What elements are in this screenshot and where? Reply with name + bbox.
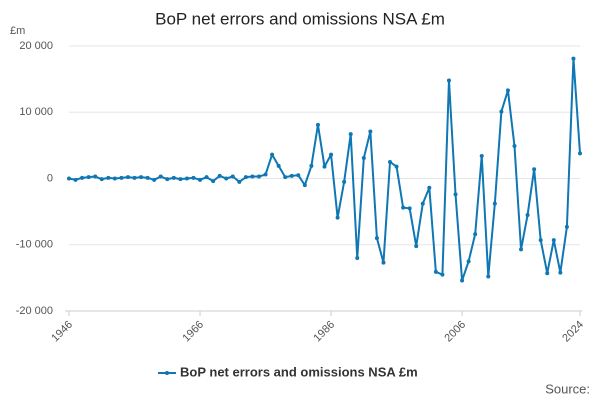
point — [171, 175, 176, 180]
chart-title: BoP net errors and omissions NSA £m — [155, 9, 445, 28]
point — [420, 201, 425, 206]
point — [315, 122, 320, 127]
x-tick-label: 1946 — [49, 319, 75, 345]
point — [184, 176, 189, 181]
point — [237, 179, 242, 184]
point — [211, 179, 216, 184]
point — [256, 174, 261, 179]
point — [374, 236, 379, 241]
line — [68, 57, 581, 282]
point — [80, 175, 85, 180]
point — [446, 78, 451, 83]
point — [67, 176, 71, 181]
x-tick-label: 1966 — [180, 319, 206, 345]
point — [263, 172, 268, 177]
point — [486, 274, 491, 279]
point — [198, 177, 203, 182]
point — [578, 151, 582, 156]
point — [466, 259, 471, 264]
point — [473, 232, 478, 237]
y-unit: £m — [10, 25, 25, 37]
point — [558, 270, 563, 275]
y-tick-label: -10 000 — [16, 239, 53, 251]
point — [86, 175, 91, 180]
point — [545, 271, 550, 276]
point — [283, 175, 288, 180]
point — [178, 177, 183, 182]
point — [217, 173, 222, 178]
point — [99, 177, 104, 182]
point — [492, 201, 497, 206]
point — [460, 278, 465, 283]
point — [525, 212, 530, 217]
point — [250, 174, 255, 179]
point — [165, 177, 170, 182]
point — [414, 244, 419, 249]
source: Source: — [545, 381, 590, 396]
point — [368, 129, 373, 134]
point — [335, 215, 340, 220]
point — [204, 175, 209, 180]
point — [433, 269, 438, 274]
point — [394, 164, 399, 169]
x-tick-label: 2024 — [560, 319, 586, 345]
point — [106, 175, 111, 180]
point — [224, 176, 229, 181]
point — [329, 152, 334, 157]
point — [453, 192, 458, 197]
point — [112, 176, 117, 181]
y-tick-label: -20 000 — [16, 305, 53, 317]
y-tick-label: 20 000 — [19, 40, 53, 52]
point — [132, 175, 137, 180]
point — [388, 159, 393, 164]
point — [322, 164, 327, 169]
point — [302, 183, 307, 188]
point — [512, 144, 517, 149]
point — [73, 177, 78, 182]
point — [479, 153, 484, 158]
point — [191, 175, 196, 180]
point — [145, 175, 150, 180]
point — [152, 177, 157, 182]
point — [276, 163, 281, 168]
point — [551, 238, 556, 243]
y-tick-label: 10 000 — [19, 106, 53, 118]
point — [407, 206, 412, 211]
point — [93, 174, 98, 179]
point — [158, 174, 163, 179]
point — [538, 238, 543, 243]
x-tick-label: 2006 — [442, 319, 468, 345]
point — [270, 152, 275, 157]
point — [499, 109, 504, 114]
point — [125, 175, 130, 180]
point — [564, 224, 569, 229]
point — [401, 205, 406, 210]
point — [243, 175, 248, 180]
point — [361, 155, 366, 160]
point — [230, 174, 235, 179]
legend-marker — [165, 371, 169, 375]
legend-label: BoP net errors and omissions NSA £m — [180, 364, 418, 379]
point — [139, 175, 144, 180]
point — [440, 272, 445, 277]
point — [505, 88, 510, 93]
point — [532, 167, 537, 172]
point — [427, 185, 432, 190]
point — [119, 175, 124, 180]
y-tick-label: 0 — [47, 172, 53, 184]
point — [355, 256, 360, 260]
point — [519, 247, 524, 252]
x-tick-label: 1986 — [311, 319, 337, 345]
point — [309, 163, 314, 168]
point — [348, 132, 353, 137]
point — [342, 179, 347, 184]
point — [296, 173, 301, 178]
point — [289, 173, 294, 178]
point — [381, 260, 386, 265]
point — [571, 56, 576, 61]
